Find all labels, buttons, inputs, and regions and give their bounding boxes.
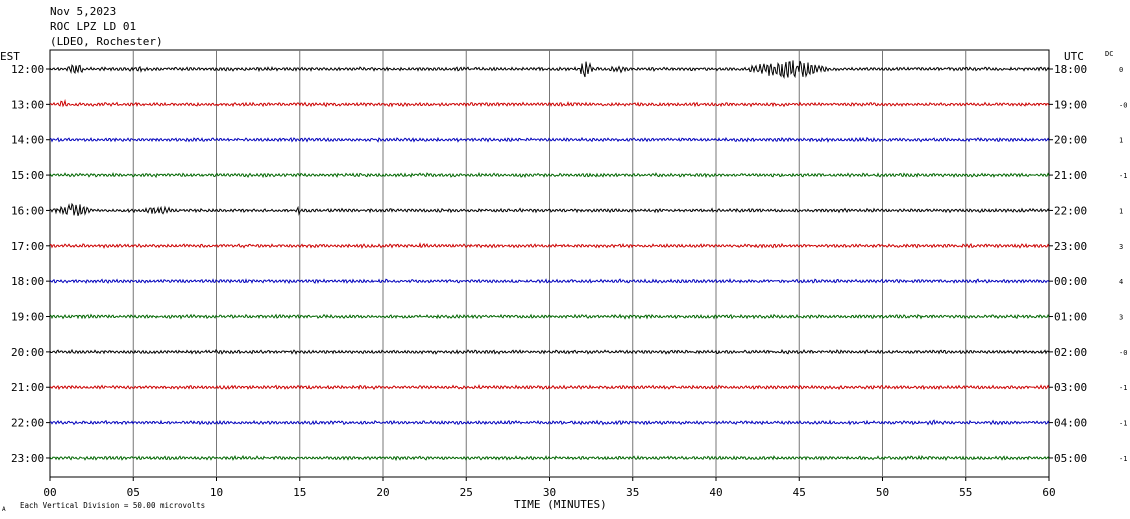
- x-tick-label: 45: [793, 486, 806, 499]
- left-timezone-label: EST: [0, 50, 20, 63]
- est-hour-label: 13:00: [11, 98, 44, 111]
- scale-note: Each Vertical Division = 50.00 microvolt…: [20, 501, 205, 510]
- trace-1500: [49, 171, 1050, 179]
- est-hour-label: 14:00: [11, 134, 44, 147]
- dc-value: 3: [1119, 314, 1123, 322]
- dc-label: DC: [1105, 50, 1113, 58]
- utc-hour-label: 02:00: [1054, 346, 1087, 359]
- x-tick-label: 00: [43, 486, 56, 499]
- dc-value: 0: [1119, 66, 1123, 74]
- est-hour-label: 12:00: [11, 63, 44, 76]
- est-hour-label: 23:00: [11, 452, 44, 465]
- dc-value: -1: [1119, 420, 1127, 428]
- right-timezone-label: UTC: [1064, 50, 1084, 63]
- network-label: (LDEO, Rochester): [50, 35, 163, 48]
- trace-2100: [49, 383, 1050, 391]
- trace-1300: [49, 98, 1050, 108]
- x-axis-label: TIME (MINUTES): [514, 498, 607, 511]
- est-hour-label: 17:00: [11, 240, 44, 253]
- plot-grid: [49, 49, 1050, 478]
- trace-2200: [49, 419, 1050, 426]
- trace-1200: [49, 60, 1050, 79]
- dc-value: 1: [1119, 207, 1123, 215]
- dc-value: -0: [1119, 349, 1127, 357]
- trace-1400: [49, 136, 1050, 143]
- x-tick-label: 15: [293, 486, 306, 499]
- x-tick-label: 20: [376, 486, 389, 499]
- x-tick-label: 30: [543, 486, 556, 499]
- trace-1900: [49, 313, 1050, 320]
- dc-value: 1: [1119, 137, 1123, 145]
- x-tick-labels: 00 05 10 15 20 25 30 35 40 45 50 55 60: [43, 477, 1056, 499]
- utc-hour-label: 19:00: [1054, 98, 1087, 111]
- utc-hour-label: 01:00: [1054, 311, 1087, 324]
- trace-1600: [49, 202, 1050, 216]
- dc-value: -0: [1119, 101, 1127, 109]
- utc-hour-label: 03:00: [1054, 381, 1087, 394]
- corner-mark: A: [2, 506, 6, 513]
- est-hour-label: 21:00: [11, 381, 44, 394]
- est-hour-label: 18:00: [11, 275, 44, 288]
- x-tick-label: 40: [709, 486, 722, 499]
- x-tick-label: 05: [127, 486, 140, 499]
- utc-hour-label: 23:00: [1054, 240, 1087, 253]
- row-labels: 12:00 18:00 0 13:00 19:00 -0 14:00 20:00 1 15:00 2…: [11, 63, 1127, 465]
- x-tick-label: 50: [876, 486, 889, 499]
- dc-value: -1: [1119, 384, 1127, 392]
- trace-2300: [49, 454, 1050, 462]
- dc-value: -1: [1119, 172, 1127, 180]
- utc-hour-label: 00:00: [1054, 275, 1087, 288]
- x-tick-label: 60: [1042, 486, 1055, 499]
- date-label: Nov 5,2023: [50, 5, 116, 18]
- est-hour-label: 20:00: [11, 346, 44, 359]
- est-hour-label: 16:00: [11, 204, 44, 217]
- x-tick-label: 55: [959, 486, 972, 499]
- x-tick-label: 10: [210, 486, 223, 499]
- dc-value: -1: [1119, 455, 1127, 463]
- seismic-traces: [49, 60, 1050, 462]
- trace-1800: [49, 278, 1050, 284]
- trace-2000: [49, 348, 1050, 355]
- utc-hour-label: 04:00: [1054, 417, 1087, 430]
- est-hour-label: 22:00: [11, 417, 44, 430]
- x-tick-label: 35: [626, 486, 639, 499]
- utc-hour-label: 18:00: [1054, 63, 1087, 76]
- station-label: ROC LPZ LD 01: [50, 20, 136, 33]
- utc-hour-label: 22:00: [1054, 204, 1087, 217]
- est-hour-label: 15:00: [11, 169, 44, 182]
- utc-hour-label: 20:00: [1054, 134, 1087, 147]
- utc-hour-label: 21:00: [1054, 169, 1087, 182]
- utc-hour-label: 05:00: [1054, 452, 1087, 465]
- trace-1700: [49, 242, 1050, 250]
- est-hour-label: 19:00: [11, 311, 44, 324]
- dc-value: 3: [1119, 243, 1123, 251]
- dc-value: 4: [1119, 278, 1123, 286]
- x-tick-label: 25: [460, 486, 473, 499]
